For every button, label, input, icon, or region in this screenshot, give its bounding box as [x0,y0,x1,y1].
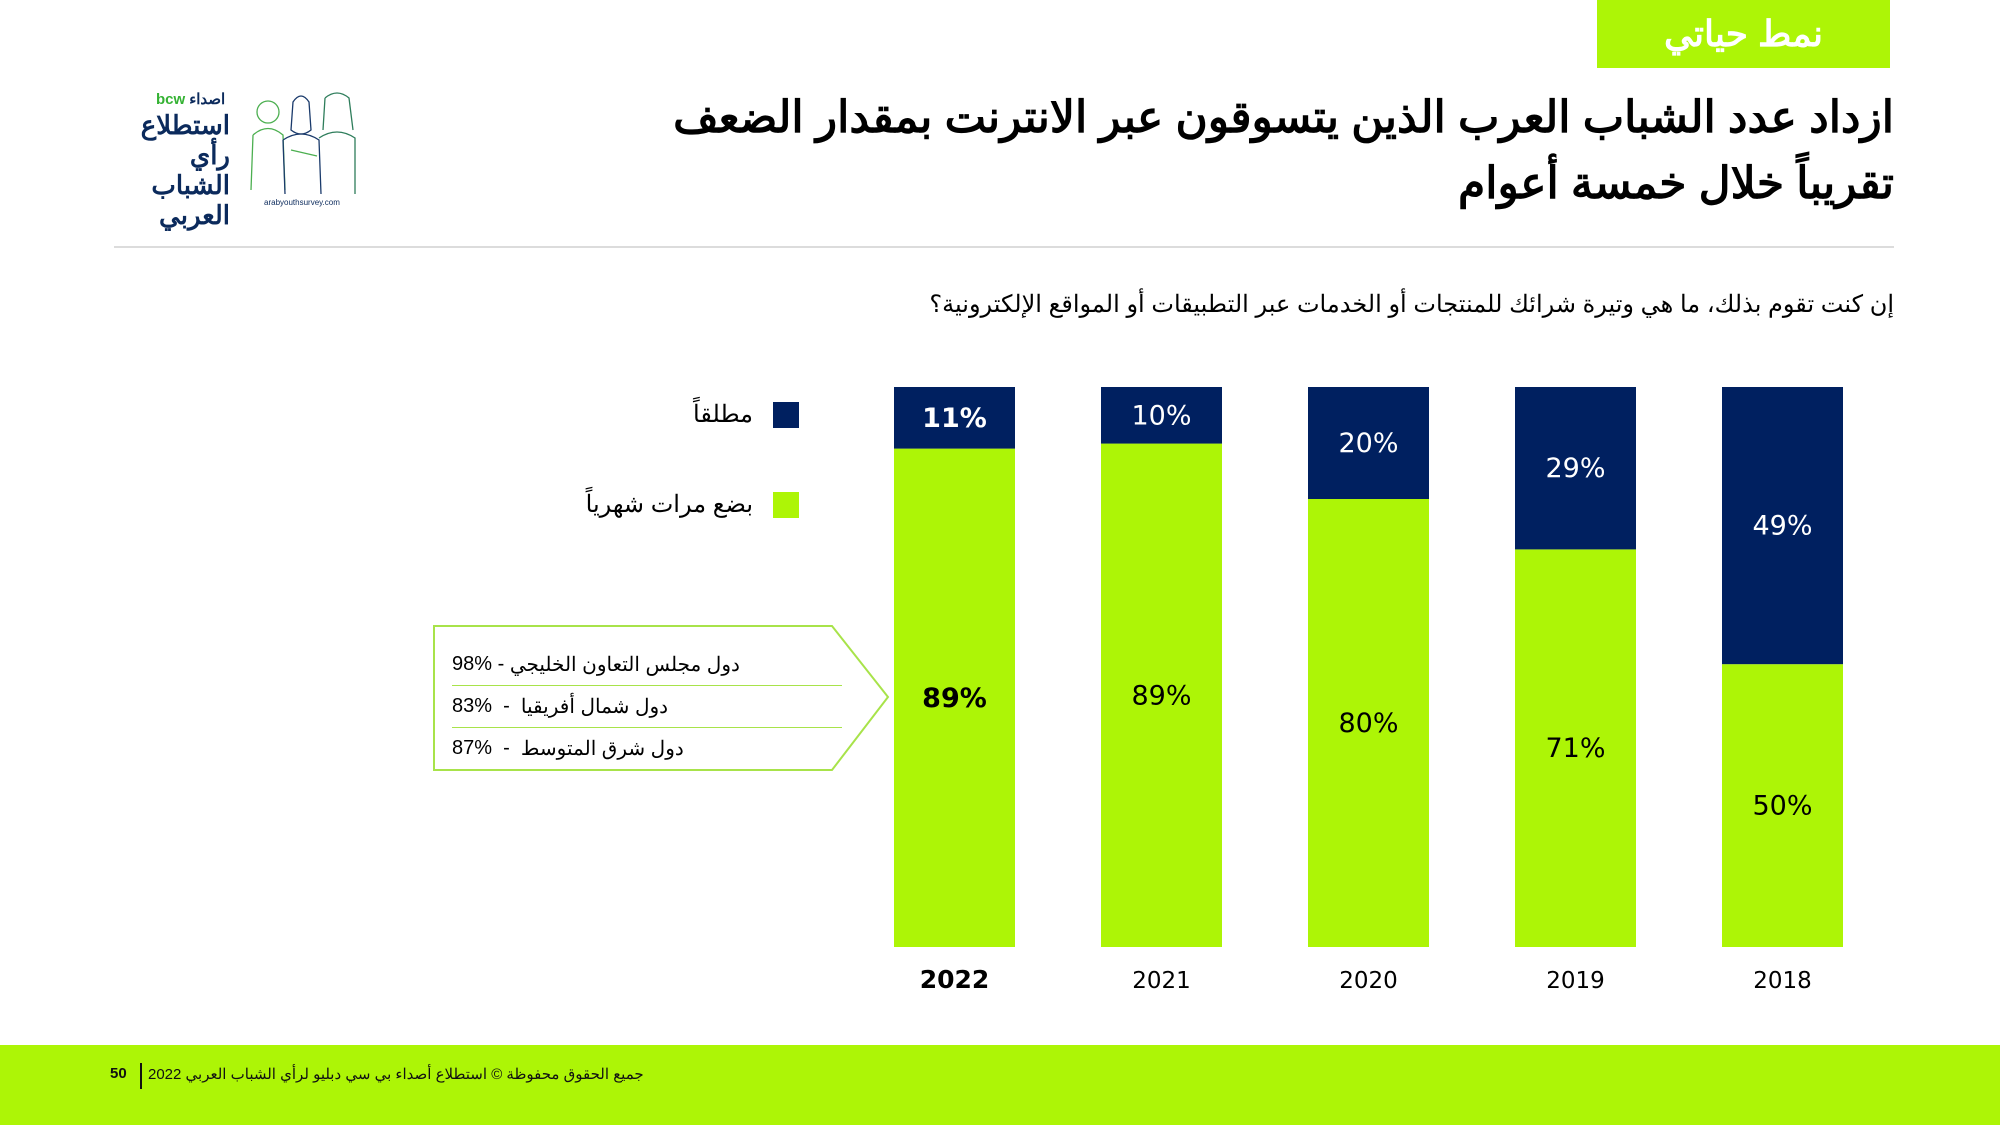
logo-line-2: رأي الشباب [151,140,230,200]
bar-segment-never [894,387,1015,449]
page-number: 50 [110,1065,127,1082]
legend-label-never: مطلقاً [693,401,753,428]
bar-segment-monthly [894,448,1015,947]
callout-sep: - [492,695,521,717]
x-tick-label: 2022 [920,965,990,994]
callout-row: دول مجلس التعاون الخليجي - 98% [452,644,842,686]
callout-value: 98% [452,653,493,675]
logo-line-3: العربي [159,200,230,230]
bar-segment-never [1722,387,1843,665]
arab-youth-survey-logo: اصداءbcw استطلاع رأي الشباب العربي araby… [108,88,358,230]
callout-sep: - [492,737,521,759]
logo-brand: اصداءbcw [156,90,225,108]
data-label-never: 11% [922,403,987,434]
data-label-monthly: 89% [1131,680,1191,711]
data-label-never: 29% [1545,453,1605,484]
bar-segment-never [1101,387,1222,444]
bar-segment-monthly [1308,499,1429,947]
x-tick-label: 2021 [1132,968,1191,994]
footer-bar: 50 جميع الحقوق محفوظة © استطلاع أصداء بي… [0,1045,2000,1125]
section-tag: نمط حياتي [1597,0,1890,68]
bar-segment-never [1515,387,1636,550]
callout-value: 87% [452,737,493,759]
data-label-never: 10% [1131,400,1191,431]
callout-region: دول مجلس التعاون الخليجي [509,654,740,676]
x-tick-label: 2018 [1753,968,1812,994]
legend-item-monthly: بضع مرات شهرياً [586,490,799,519]
data-label-monthly: 50% [1752,791,1812,822]
footer-separator [140,1063,142,1089]
data-label-never: 20% [1338,428,1398,459]
legend-item-never: مطلقاً [693,400,799,429]
footer-copyright: جميع الحقوق محفوظة © استطلاع أصداء بي سي… [148,1066,644,1083]
logo-text: استطلاع رأي الشباب العربي [110,110,230,230]
callout-region: دول شرق المتوسط [520,738,684,760]
section-tag-label: نمط حياتي [1663,13,1824,54]
logo-url: arabyouthsurvey.com [264,198,340,207]
callout-region: دول شمال أفريقيا [520,696,669,718]
legend-label-monthly: بضع مرات شهرياً [585,491,753,518]
callout-rows: دول مجلس التعاون الخليجي - 98% دول شمال … [452,644,842,769]
youth-illustration-icon [250,92,356,195]
data-label-monthly: 89% [922,683,987,714]
callout-value: 83% [452,695,493,717]
bar-segment-monthly [1101,443,1222,947]
page-title: ازداد عدد الشباب العرب الذين يتسوقون عبر… [594,85,1894,217]
callout-row: دول شمال أفريقيا - 83% [452,686,842,728]
bar-segment-never [1308,387,1429,499]
bar-segment-monthly [1515,549,1636,947]
logo-brand-en: bcw [156,91,186,108]
legend-swatch-never [773,401,799,428]
callout-row: دول شرق المتوسط - 87% [452,728,842,769]
header-divider [114,246,1894,248]
bar-segment-monthly [1722,664,1843,947]
x-tick-label: 2020 [1339,968,1398,994]
callout-sep: - [492,653,510,675]
data-label-never: 49% [1752,511,1812,542]
callout-arrow-shape [433,625,890,771]
x-tick-label: 2019 [1546,968,1605,994]
page-title-line-1: ازداد عدد الشباب العرب الذين يتسوقون عبر… [673,93,1894,142]
logo-brand-ar: اصداء [189,91,226,108]
logo-line-1: استطلاع [140,110,230,140]
data-label-monthly: 80% [1338,708,1398,739]
page-title-line-2: تقريباً خلال خمسة أعوام [1458,159,1894,208]
survey-question: إن كنت تقوم بذلك، ما هي وتيرة شرائك للمن… [929,291,1894,318]
data-label-monthly: 71% [1545,733,1605,764]
legend-swatch-monthly [773,491,799,518]
